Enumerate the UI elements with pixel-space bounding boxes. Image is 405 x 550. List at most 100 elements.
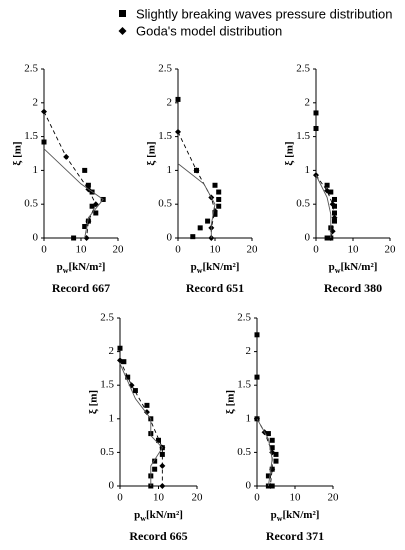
series-line	[119, 360, 163, 486]
y-tick-label: 0.5	[100, 446, 114, 458]
y-tick-label: 0	[246, 480, 252, 492]
x-axis-label-part: w	[63, 266, 69, 275]
square-point	[328, 189, 334, 195]
series-line	[315, 174, 332, 238]
x-tick-label: 0	[41, 244, 47, 256]
y-tick-label: 0	[305, 232, 311, 244]
y-tick-label: 1	[246, 412, 252, 424]
square-point	[216, 189, 222, 195]
series-line	[256, 418, 273, 487]
y-tick-label: 1.5	[158, 130, 172, 142]
diamond-point	[331, 214, 338, 221]
legend-square	[119, 10, 126, 17]
y-axis-label: ξ [m]	[225, 390, 237, 414]
series-line	[177, 163, 216, 238]
square-point	[324, 182, 330, 188]
diamond-point	[117, 357, 123, 364]
square-point	[273, 451, 279, 457]
square-point	[205, 218, 211, 224]
diamond-point	[85, 218, 92, 225]
square-point	[82, 167, 88, 173]
square-point	[254, 374, 260, 380]
y-tick-label: 0.5	[24, 198, 38, 210]
y-tick-label: 2.5	[296, 63, 310, 75]
series-line	[315, 174, 335, 239]
y-tick-label: 2.5	[100, 312, 114, 324]
x-axis-label-part: [kN/m²]	[341, 261, 378, 273]
square-point	[152, 458, 158, 464]
square-point	[269, 445, 275, 451]
diamond-point	[324, 187, 331, 194]
square-point	[89, 203, 95, 209]
square-point	[216, 196, 222, 202]
chart-title: Record 667	[52, 281, 110, 295]
square-point	[265, 473, 271, 479]
x-axis-label-part: w	[197, 266, 203, 275]
square-point	[85, 182, 91, 188]
diamond-point	[143, 409, 150, 416]
square-point	[144, 402, 150, 408]
y-tick-label: 1.5	[100, 379, 114, 391]
y-tick-label: 0	[167, 232, 173, 244]
diamond-point	[63, 153, 70, 160]
square-point	[152, 466, 158, 472]
square-point	[254, 332, 260, 338]
x-tick-label: 0	[175, 244, 181, 256]
x-tick-label: 0	[313, 244, 319, 256]
x-axis-label: pw[kN/m²]	[134, 509, 183, 524]
y-tick-label: 0.5	[296, 198, 310, 210]
y-tick-label: 1.5	[237, 379, 251, 391]
diamond-point	[193, 167, 200, 174]
x-axis-label-part: p	[191, 261, 197, 273]
x-tick-label: 20	[113, 244, 125, 256]
square-point	[93, 210, 99, 216]
y-tick-label: 1.5	[24, 130, 38, 142]
chart-title: Record 651	[186, 281, 244, 295]
square-point	[175, 96, 181, 102]
x-tick-label: 20	[247, 244, 259, 256]
x-axis-label-part: w	[277, 514, 283, 523]
diamond-point	[159, 462, 166, 469]
x-axis-label-part: [kN/m²]	[69, 261, 106, 273]
square-point	[71, 235, 77, 241]
legend-label: Slightly breaking waves pressure distrib…	[136, 6, 393, 21]
square-point	[313, 125, 319, 131]
diamond-point	[159, 483, 166, 489]
square-point	[216, 203, 222, 209]
y-tick-label: 2.5	[237, 312, 251, 324]
x-axis-label-part: p	[57, 261, 63, 273]
square-point	[332, 203, 337, 209]
diamond-point	[92, 201, 99, 208]
square-point	[132, 388, 138, 394]
square-point	[273, 458, 279, 464]
diamond-point	[175, 128, 181, 135]
square-point	[332, 196, 337, 202]
x-axis-label-part: p	[271, 509, 277, 521]
legend-diamond	[118, 27, 127, 35]
x-tick-label: 0	[254, 492, 260, 504]
square-point	[197, 225, 203, 231]
chart-title: Record 380	[324, 281, 382, 295]
y-tick-label: 1	[167, 164, 173, 176]
square-point	[332, 218, 337, 224]
x-axis-label-part: w	[335, 266, 341, 275]
y-tick-label: 0.5	[237, 446, 251, 458]
y-tick-label: 2	[246, 345, 252, 357]
y-tick-label: 2.5	[24, 63, 38, 75]
square-point	[324, 235, 330, 241]
x-axis-label: pw[kN/m²]	[271, 509, 320, 524]
x-axis-label: pw[kN/m²]	[329, 261, 378, 276]
x-tick-label: 10	[290, 492, 302, 504]
x-axis-label-part: w	[140, 514, 146, 523]
series-line	[119, 363, 163, 486]
y-tick-label: 1	[305, 164, 311, 176]
chart-title: Record 665	[129, 529, 187, 543]
square-point	[121, 359, 127, 365]
diamond-point	[329, 201, 336, 208]
y-tick-label: 2	[167, 96, 173, 108]
square-point	[125, 374, 131, 380]
x-axis-label-part: [kN/m²]	[203, 261, 240, 273]
x-tick-label: 20	[385, 244, 397, 256]
square-point	[41, 139, 47, 145]
